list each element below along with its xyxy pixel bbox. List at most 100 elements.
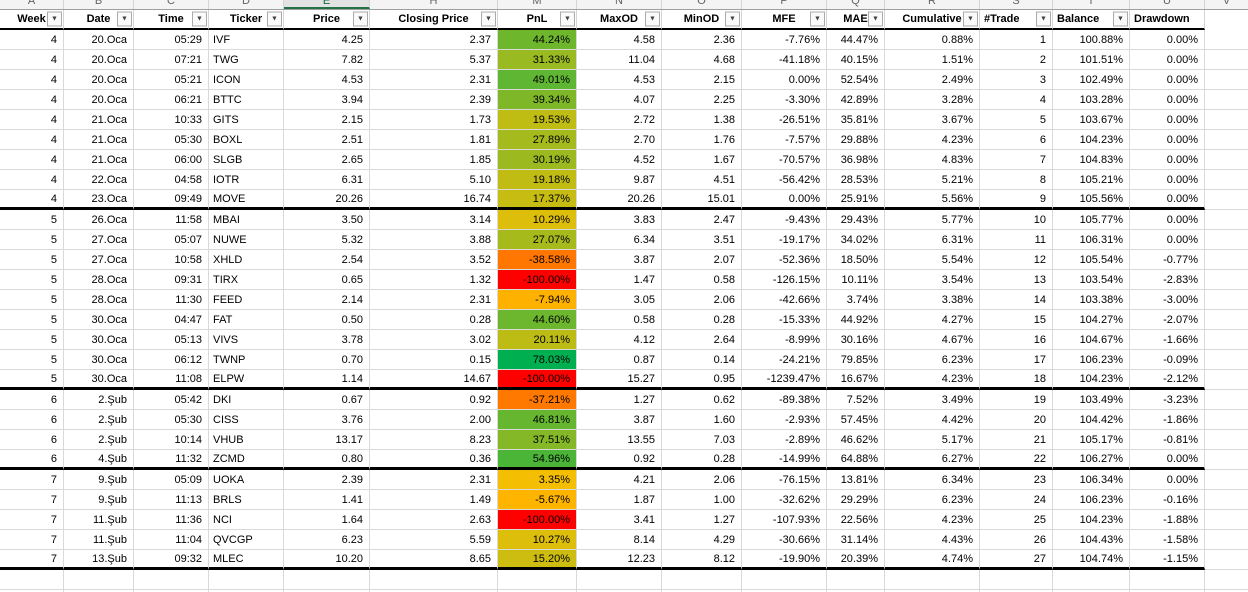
cell-drawdown[interactable]: 0.00% [1130, 90, 1205, 110]
cell-mae[interactable]: 57.45% [827, 410, 885, 430]
cell-pnl[interactable]: 49.01% [498, 70, 577, 90]
cell-week[interactable]: 4 [0, 90, 64, 110]
cell-minod[interactable]: 2.25 [662, 90, 742, 110]
cell-trade[interactable]: 14 [980, 290, 1053, 310]
cell-price[interactable]: 10.20 [284, 550, 370, 570]
cell-date[interactable]: 26.Oca [64, 210, 134, 230]
cell-ticker[interactable]: TWG [209, 50, 284, 70]
cell-cumulative[interactable]: 4.23% [885, 510, 980, 530]
cell-empty[interactable] [980, 570, 1053, 590]
cell-mfe[interactable]: -7.76% [742, 30, 827, 50]
cell-cumulative[interactable]: 4.74% [885, 550, 980, 570]
cell-maxod[interactable]: 8.14 [577, 530, 662, 550]
cell-week[interactable]: 7 [0, 490, 64, 510]
cell-time[interactable]: 09:49 [134, 190, 209, 210]
cell-time[interactable]: 04:47 [134, 310, 209, 330]
cell-ticker[interactable]: ELPW [209, 370, 284, 390]
cell-closing-price[interactable]: 5.37 [370, 50, 498, 70]
cell-empty[interactable] [577, 570, 662, 590]
cell-empty[interactable] [370, 590, 498, 592]
cell-ticker[interactable]: DKI [209, 390, 284, 410]
cell-trade[interactable]: 12 [980, 250, 1053, 270]
cell-cumulative[interactable]: 4.43% [885, 530, 980, 550]
cell-trade[interactable]: 8 [980, 170, 1053, 190]
cell-mfe[interactable]: -9.43% [742, 210, 827, 230]
cell-ticker[interactable]: NUWE [209, 230, 284, 250]
cell-mae[interactable]: 64.88% [827, 450, 885, 470]
cell-date[interactable]: 2.Şub [64, 390, 134, 410]
cell-date[interactable]: 28.Oca [64, 290, 134, 310]
filter-dropdown-icon[interactable]: ▼ [117, 11, 132, 27]
cell-week[interactable]: 5 [0, 330, 64, 350]
cell-balance[interactable]: 106.23% [1053, 490, 1130, 510]
cell-mfe[interactable]: -2.89% [742, 430, 827, 450]
column-letter-minod[interactable]: O [662, 0, 742, 9]
cell-minod[interactable]: 0.28 [662, 450, 742, 470]
cell-trade[interactable]: 7 [980, 150, 1053, 170]
cell-maxod[interactable]: 1.47 [577, 270, 662, 290]
cell-empty[interactable] [0, 590, 64, 592]
cell-balance[interactable]: 103.38% [1053, 290, 1130, 310]
cell-closing-price[interactable]: 2.31 [370, 70, 498, 90]
cell-ticker[interactable]: MLEC [209, 550, 284, 570]
cell-cumulative[interactable]: 2.49% [885, 70, 980, 90]
column-letter-trade[interactable]: S [980, 0, 1053, 9]
cell-mfe[interactable]: -126.15% [742, 270, 827, 290]
cell-time[interactable]: 09:31 [134, 270, 209, 290]
cell-date[interactable]: 11.Şub [64, 510, 134, 530]
cell-price[interactable]: 2.65 [284, 150, 370, 170]
cell-minod[interactable]: 1.27 [662, 510, 742, 530]
column-letter-maxod[interactable]: N [577, 0, 662, 9]
cell-drawdown[interactable]: 0.00% [1130, 230, 1205, 250]
cell-cumulative[interactable]: 3.54% [885, 270, 980, 290]
cell-drawdown[interactable]: -1.88% [1130, 510, 1205, 530]
cell-maxod[interactable]: 1.87 [577, 490, 662, 510]
cell-time[interactable]: 04:58 [134, 170, 209, 190]
cell-cumulative[interactable]: 3.67% [885, 110, 980, 130]
cell-time[interactable]: 05:29 [134, 30, 209, 50]
cell-price[interactable]: 4.25 [284, 30, 370, 50]
cell-pnl[interactable]: 10.27% [498, 530, 577, 550]
cell-ticker[interactable]: BOXL [209, 130, 284, 150]
cell-cumulative[interactable]: 5.21% [885, 170, 980, 190]
cell-minod[interactable]: 4.68 [662, 50, 742, 70]
cell-balance[interactable]: 106.31% [1053, 230, 1130, 250]
cell-date[interactable]: 20.Oca [64, 90, 134, 110]
cell-mae[interactable]: 29.43% [827, 210, 885, 230]
cell-price[interactable]: 3.94 [284, 90, 370, 110]
cell-ticker[interactable]: IOTR [209, 170, 284, 190]
cell-ticker[interactable]: MBAI [209, 210, 284, 230]
cell-drawdown[interactable]: 0.00% [1130, 130, 1205, 150]
column-letter-pnl[interactable]: M [498, 0, 577, 9]
cell-mfe[interactable]: -19.17% [742, 230, 827, 250]
cell-mae[interactable]: 7.52% [827, 390, 885, 410]
cell-drawdown[interactable]: 0.00% [1130, 110, 1205, 130]
cell-minod[interactable]: 15.01 [662, 190, 742, 210]
cell-trade[interactable]: 20 [980, 410, 1053, 430]
cell-drawdown[interactable]: 0.00% [1130, 70, 1205, 90]
header-cell-trade[interactable]: #Trade ▼ [980, 10, 1053, 30]
cell-date[interactable]: 20.Oca [64, 50, 134, 70]
cell-drawdown[interactable]: 0.00% [1130, 450, 1205, 470]
cell-mae[interactable]: 3.74% [827, 290, 885, 310]
cell-date[interactable]: 30.Oca [64, 310, 134, 330]
cell-cumulative[interactable]: 1.51% [885, 50, 980, 70]
cell-balance[interactable]: 106.23% [1053, 350, 1130, 370]
cell-date[interactable]: 21.Oca [64, 110, 134, 130]
cell-ticker[interactable]: MOVE [209, 190, 284, 210]
cell-minod[interactable]: 0.28 [662, 310, 742, 330]
cell-time[interactable]: 11:30 [134, 290, 209, 310]
cell-time[interactable]: 06:12 [134, 350, 209, 370]
cell-drawdown[interactable]: -2.12% [1130, 370, 1205, 390]
cell-ticker[interactable]: TIRX [209, 270, 284, 290]
cell-time[interactable]: 11:04 [134, 530, 209, 550]
cell-empty[interactable] [980, 590, 1053, 592]
cell-pnl[interactable]: 3.35% [498, 470, 577, 490]
cell-drawdown[interactable]: -2.07% [1130, 310, 1205, 330]
cell-week[interactable]: 7 [0, 510, 64, 530]
cell-date[interactable]: 13.Şub [64, 550, 134, 570]
cell-date[interactable]: 20.Oca [64, 30, 134, 50]
cell-ticker[interactable]: XHLD [209, 250, 284, 270]
column-letter-price[interactable]: E [284, 0, 370, 9]
cell-empty[interactable] [827, 570, 885, 590]
